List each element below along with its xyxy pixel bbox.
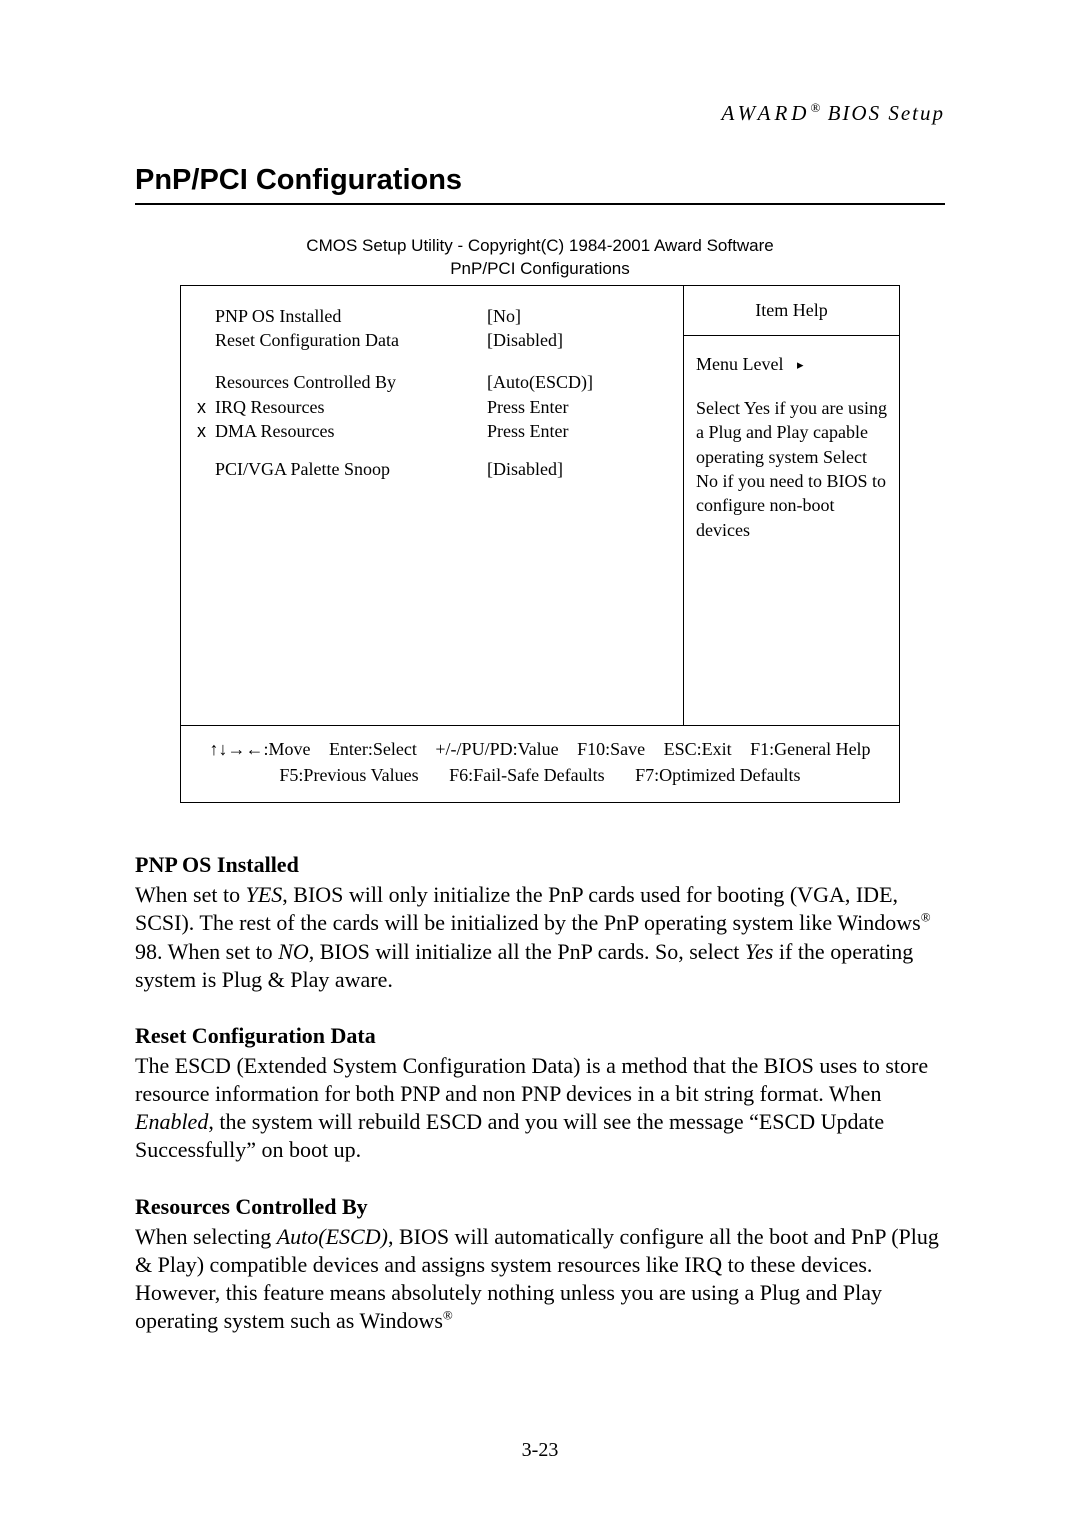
hint-f5: F5:Previous Values xyxy=(279,765,418,785)
header-tail: BIOS Setup xyxy=(820,101,945,125)
bios-setting-row: PCI/VGA Palette Snoop [Disabled] xyxy=(197,457,669,481)
emph-no: NO xyxy=(278,939,309,964)
setting-label: PCI/VGA Palette Snoop xyxy=(215,457,390,481)
bios-caption: CMOS Setup Utility - Copyright(C) 1984-2… xyxy=(135,235,945,281)
registered-mark: ® xyxy=(443,1308,453,1323)
para-reset-config: The ESCD (Extended System Configuration … xyxy=(135,1052,945,1165)
subhead-reset-config: Reset Configuration Data xyxy=(135,1022,945,1050)
setting-value: [Disabled] xyxy=(487,457,669,481)
text: When set to xyxy=(135,882,246,907)
setting-value: [Disabled] xyxy=(487,328,669,352)
setting-label: DMA Resources xyxy=(215,419,335,443)
text: 98. When set to xyxy=(135,939,278,964)
item-help-heading: Item Help xyxy=(684,286,899,336)
bios-footer: ↑↓→←:Move Enter:Select +/-/PU/PD:Value F… xyxy=(181,726,899,802)
setting-label: PNP OS Installed xyxy=(215,304,341,328)
hint-value: +/-/PU/PD:Value xyxy=(435,739,558,759)
bios-setting-row: Reset Configuration Data [Disabled] xyxy=(197,328,669,352)
row-prefix: x xyxy=(197,395,215,419)
body-text: PNP OS Installed When set to YES, BIOS w… xyxy=(135,851,945,1335)
text: , BIOS will initialize all the PnP cards… xyxy=(309,939,745,964)
bios-setting-row: PNP OS Installed [No] xyxy=(197,304,669,328)
hint-save: F10:Save xyxy=(577,739,645,759)
row-prefix xyxy=(197,370,215,394)
registered-mark: ® xyxy=(921,910,931,925)
menu-level-row: Menu Level ▸ xyxy=(696,352,887,376)
bios-screen: PNP OS Installed[No]Reset Configuration … xyxy=(180,285,900,803)
brand-text: AWARD xyxy=(722,101,811,125)
para-resources: When selecting Auto(ESCD), BIOS will aut… xyxy=(135,1223,945,1336)
row-prefix xyxy=(197,304,215,328)
menu-level-arrow-icon: ▸ xyxy=(797,356,804,374)
emph-auto-escd: Auto(ESCD) xyxy=(277,1224,388,1249)
hint-f6: F6:Fail-Safe Defaults xyxy=(449,765,604,785)
title-rule xyxy=(135,203,945,205)
bios-footer-line1: ↑↓→←:Move Enter:Select +/-/PU/PD:Value F… xyxy=(191,736,889,762)
bios-setting-row: xIRQ Resources Press Enter xyxy=(197,395,669,419)
hint-esc: ESC:Exit xyxy=(664,739,732,759)
hint-enter: Enter:Select xyxy=(329,739,417,759)
setting-value: Press Enter xyxy=(487,419,669,443)
para-pnp-os: When set to YES, BIOS will only initiali… xyxy=(135,881,945,994)
page-number: 3-23 xyxy=(0,1439,1080,1462)
bios-caption-line2: PnP/PCI Configurations xyxy=(450,259,630,278)
text: When selecting xyxy=(135,1224,277,1249)
subhead-resources: Resources Controlled By xyxy=(135,1193,945,1221)
item-help-text: Select Yes if you are using a Plug and P… xyxy=(696,396,887,542)
item-help-body: Menu Level ▸ Select Yes if you are using… xyxy=(684,336,899,726)
menu-level-label: Menu Level xyxy=(696,354,783,374)
bios-footer-line2: F5:Previous Values F6:Fail-Safe Defaults… xyxy=(191,762,889,788)
emph-yes: YES xyxy=(246,882,283,907)
emph-enabled: Enabled xyxy=(135,1109,208,1134)
setting-label: Reset Configuration Data xyxy=(215,328,399,352)
hint-f7: F7:Optimized Defaults xyxy=(635,765,800,785)
bios-main-area: PNP OS Installed[No]Reset Configuration … xyxy=(181,286,899,726)
page: AWARD® BIOS Setup PnP/PCI Configurations… xyxy=(0,0,1080,1522)
page-title: PnP/PCI Configurations xyxy=(135,164,945,197)
setting-value: Press Enter xyxy=(487,395,669,419)
registered-mark: ® xyxy=(810,100,820,115)
subhead-pnp-os: PNP OS Installed xyxy=(135,851,945,879)
bios-setting-row: xDMA Resources Press Enter xyxy=(197,419,669,443)
setting-value: [No] xyxy=(487,304,669,328)
bios-caption-line1: CMOS Setup Utility - Copyright(C) 1984-2… xyxy=(306,236,773,255)
running-header: AWARD® BIOS Setup xyxy=(135,100,945,126)
hint-move: ↑↓→←:Move xyxy=(209,739,310,759)
setting-value: [Auto(ESCD)] xyxy=(487,370,669,394)
hint-f1: F1:General Help xyxy=(750,739,870,759)
text: , the system will rebuild ESCD and you w… xyxy=(135,1109,884,1162)
row-prefix xyxy=(197,457,215,481)
setting-label: Resources Controlled By xyxy=(215,370,396,394)
bios-help-panel: Item Help Menu Level ▸ Select Yes if you… xyxy=(684,286,899,726)
row-prefix xyxy=(197,328,215,352)
text: The ESCD (Extended System Configuration … xyxy=(135,1053,928,1106)
emph-yes2: Yes xyxy=(745,939,774,964)
bios-settings-panel: PNP OS Installed[No]Reset Configuration … xyxy=(181,286,684,726)
setting-label: IRQ Resources xyxy=(215,395,324,419)
row-prefix: x xyxy=(197,419,215,443)
bios-setting-row: Resources Controlled By [Auto(ESCD)] xyxy=(197,370,669,394)
